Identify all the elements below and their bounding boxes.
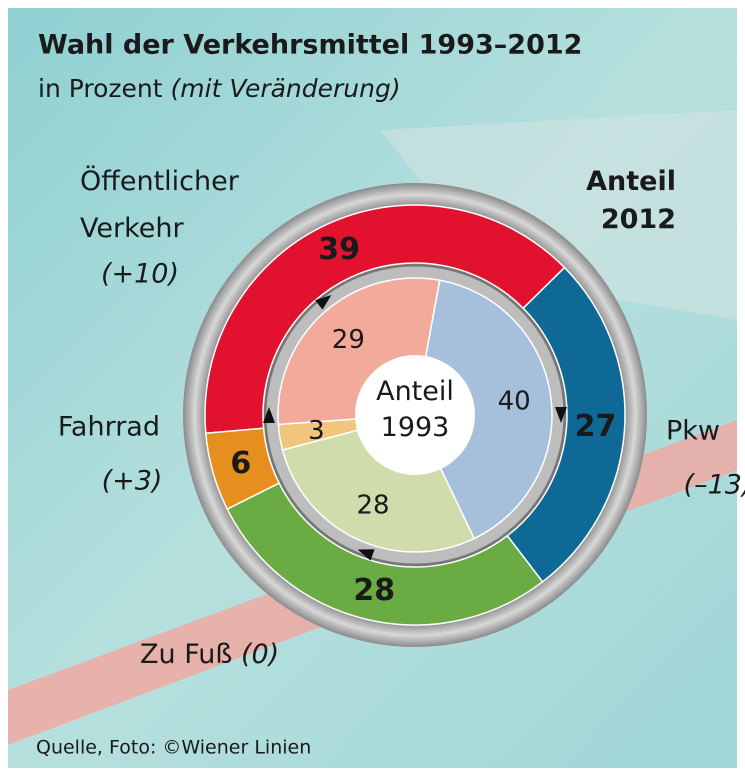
source: Quelle, Foto: ©Wiener Linien (36, 737, 311, 759)
category-label: Fahrrad (58, 412, 160, 443)
subtitle-note: (mit Veränderung) (171, 74, 401, 103)
chart: Wahl der Verkehrsmittel 1993–2012 in Pro… (0, 0, 745, 776)
chart-subtitle: in Prozent (mit Veränderung) (38, 74, 401, 103)
value-label: 29 (332, 325, 365, 355)
value-label: 3 (308, 416, 325, 446)
value-label: 28 (357, 490, 390, 520)
value-label: 6 (230, 446, 251, 481)
value-label: 28 (353, 573, 395, 608)
subtitle: in Prozent (38, 74, 163, 103)
value-label: 27 (575, 409, 617, 444)
category-label: Zu Fuß (140, 639, 232, 670)
change-label: (+10) (101, 259, 179, 290)
category-label: Pkw (666, 416, 720, 447)
change-label: (–13) (684, 470, 745, 501)
value-label: 39 (318, 232, 360, 267)
category-group: Zu Fuß (0) (140, 639, 279, 670)
value-label: 40 (498, 386, 531, 416)
change-label: (+3) (102, 466, 163, 497)
chart-title: Wahl der Verkehrsmittel 1993–2012 (38, 30, 582, 61)
change-label: (0) (241, 639, 279, 670)
